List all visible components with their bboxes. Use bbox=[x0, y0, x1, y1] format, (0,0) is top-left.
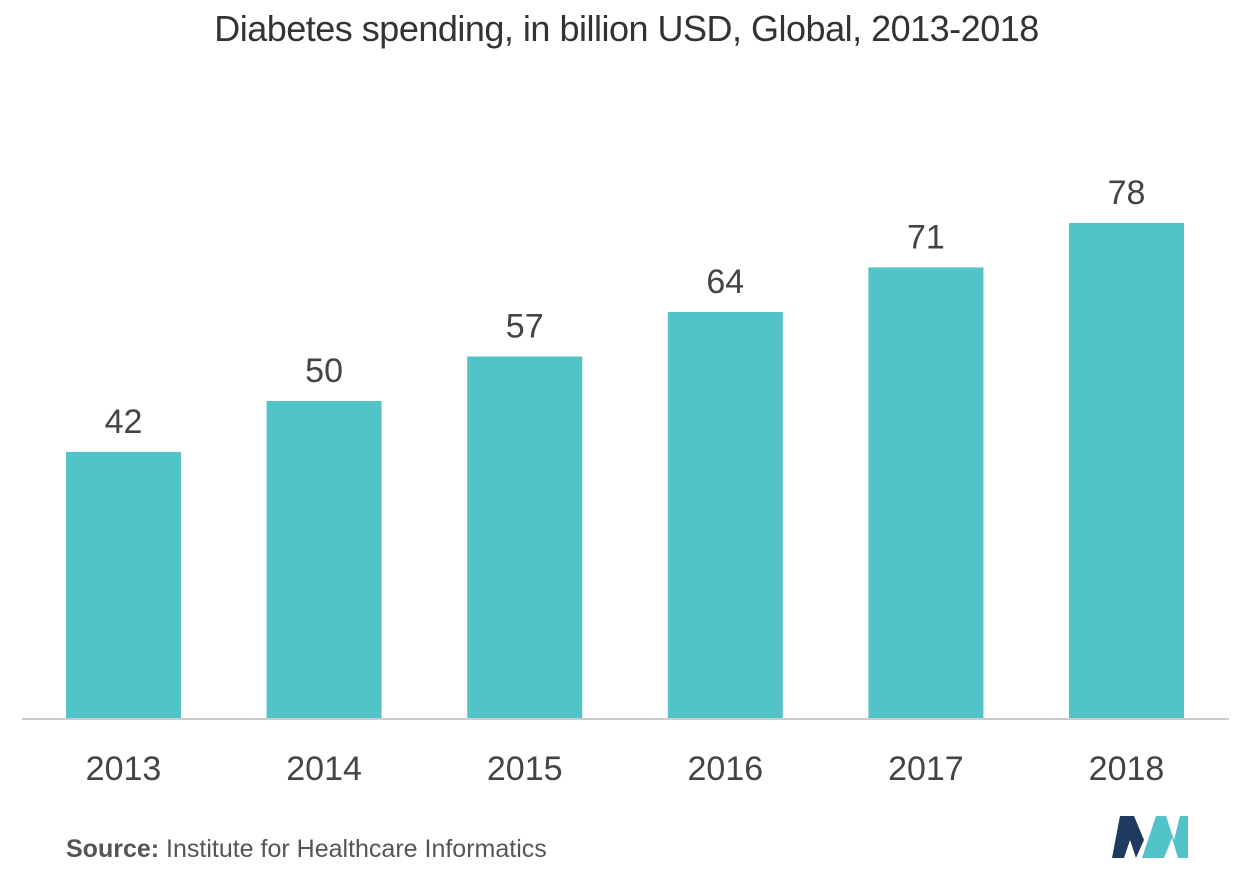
value-label-2015: 57 bbox=[506, 308, 544, 346]
value-label-2017: 71 bbox=[907, 218, 945, 256]
source-line: Source: Institute for Healthcare Informa… bbox=[66, 835, 547, 864]
source-label: Source: bbox=[66, 835, 160, 863]
x-tick-label-2013: 2013 bbox=[86, 750, 162, 788]
bar-2014 bbox=[266, 401, 382, 719]
bar-2016 bbox=[667, 312, 783, 719]
bar-2013 bbox=[66, 451, 181, 719]
x-tick-label-2018: 2018 bbox=[1089, 750, 1165, 788]
x-tick-label-2017: 2017 bbox=[888, 750, 964, 788]
logo-dark-shape bbox=[1112, 816, 1144, 858]
bar-2017 bbox=[868, 267, 984, 719]
value-label-2016: 64 bbox=[706, 263, 744, 301]
chart-title: Diabetes spending, in billion USD, Globa… bbox=[214, 8, 1039, 49]
logo-teal-shape bbox=[1142, 816, 1188, 858]
value-label-2018: 78 bbox=[1108, 174, 1146, 212]
tick-labels-layer: 2013 2014 2015 2016 2017 2018 bbox=[86, 750, 1165, 788]
value-labels-layer: 42 50 57 64 71 78 bbox=[105, 174, 1146, 441]
mordor-intelligence-logo-icon bbox=[1112, 816, 1188, 858]
x-tick-label-2014: 2014 bbox=[286, 750, 362, 788]
bars-layer bbox=[66, 222, 1184, 719]
value-label-2014: 50 bbox=[305, 352, 343, 390]
x-tick-label-2015: 2015 bbox=[487, 750, 563, 788]
source-text: Institute for Healthcare Informatics bbox=[159, 835, 547, 863]
value-label-2013: 42 bbox=[105, 403, 143, 441]
bar-2015 bbox=[467, 356, 583, 719]
bar-2018 bbox=[1069, 222, 1184, 719]
x-tick-label-2016: 2016 bbox=[687, 750, 763, 788]
